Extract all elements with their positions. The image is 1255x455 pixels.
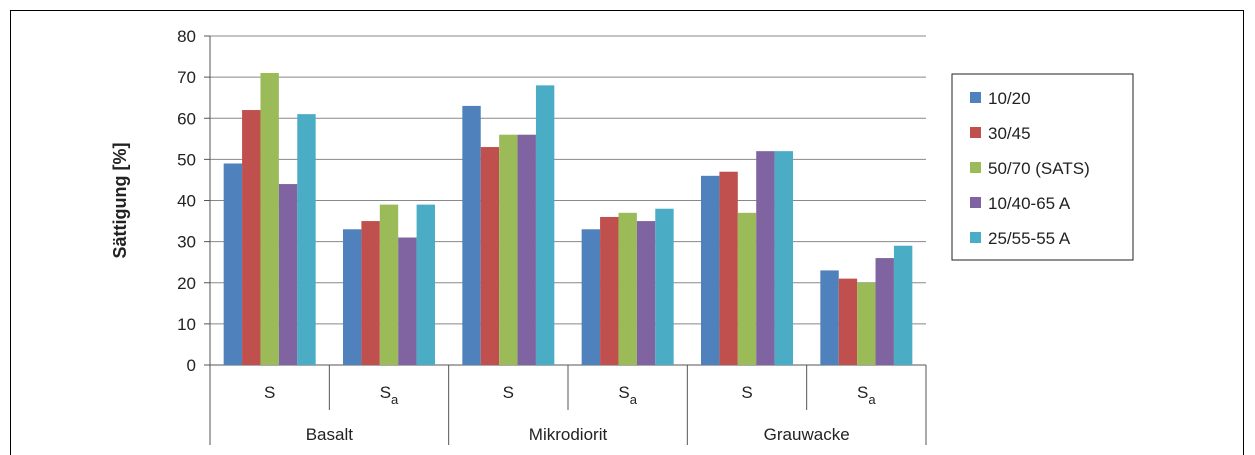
x-group-label: Basalt [306, 425, 354, 444]
bar [701, 175, 720, 365]
x-category-label: Sa [857, 383, 876, 407]
y-axis-title: Sättigung [%] [110, 143, 130, 259]
bar [499, 134, 518, 365]
legend-label: 50/70 (SATS) [988, 159, 1090, 178]
bar [535, 85, 555, 365]
legend-label: 10/40-65 A [988, 194, 1071, 213]
bar [618, 212, 637, 365]
x-category-label: S [741, 383, 752, 402]
bar [480, 147, 500, 365]
bar [242, 110, 261, 366]
bar [416, 204, 435, 365]
bar [361, 221, 380, 365]
y-tick-label: 10 [177, 315, 196, 334]
x-category-label: S [503, 383, 514, 402]
bar [655, 208, 674, 365]
bar [581, 229, 601, 365]
bar [260, 73, 279, 365]
bar [636, 221, 656, 365]
y-tick-label: 30 [177, 233, 196, 252]
bar [756, 151, 775, 365]
bar [223, 163, 243, 365]
y-tick-label: 20 [177, 274, 196, 293]
bar [893, 245, 913, 365]
bar [875, 258, 894, 365]
legend-swatch [970, 162, 981, 173]
y-tick-label: 80 [177, 27, 196, 46]
x-category-label: Sa [380, 383, 399, 407]
bar [857, 282, 876, 365]
x-category-label: Sa [618, 383, 637, 407]
bar [297, 114, 316, 365]
legend-label: 30/45 [988, 124, 1031, 143]
bar [398, 237, 417, 365]
bar [719, 171, 738, 365]
x-group-label: Grauwacke [764, 425, 850, 444]
y-tick-label: 60 [177, 109, 196, 128]
bar [774, 151, 793, 365]
legend-label: 25/55-55 A [988, 229, 1071, 248]
x-group-label: Mikrodiorit [529, 425, 608, 444]
bar [517, 134, 536, 365]
y-tick-label: 0 [187, 356, 196, 375]
y-tick-label: 50 [177, 150, 196, 169]
x-category-label: S [264, 383, 275, 402]
legend-swatch [970, 127, 981, 138]
y-tick-label: 40 [177, 192, 196, 211]
bar [820, 270, 839, 365]
bar [600, 216, 619, 365]
legend-swatch [970, 197, 981, 208]
y-tick-label: 70 [177, 68, 196, 87]
bar [343, 229, 362, 365]
legend-swatch [970, 232, 981, 243]
legend-box [951, 73, 1134, 261]
bar [838, 278, 858, 365]
bar [462, 105, 481, 365]
bar [379, 204, 399, 365]
bar [278, 184, 298, 365]
bar [737, 212, 757, 365]
legend-swatch [970, 92, 981, 103]
legend-label: 10/20 [988, 89, 1031, 108]
chart-frame [10, 10, 1244, 455]
